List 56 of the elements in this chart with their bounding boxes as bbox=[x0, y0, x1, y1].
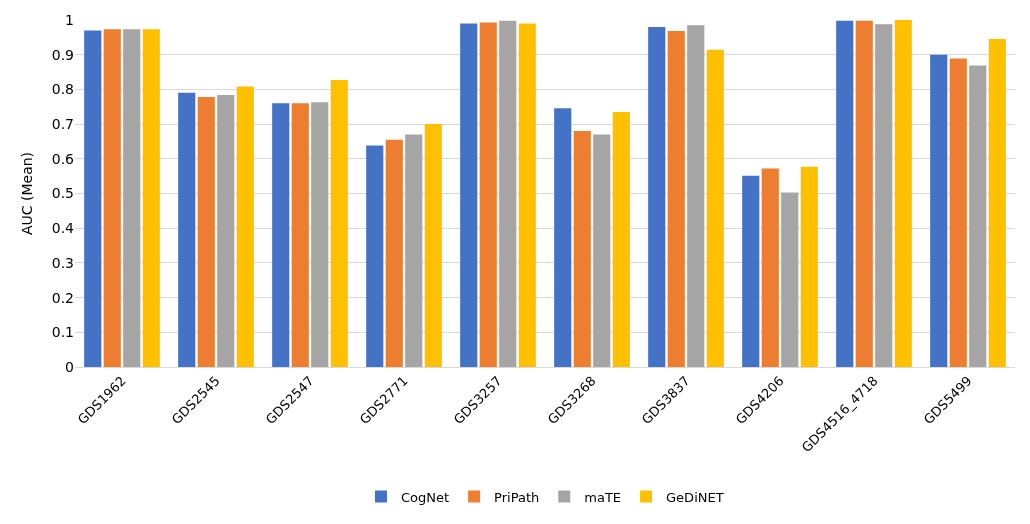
y-tick-label: 0 bbox=[65, 358, 74, 375]
bar bbox=[311, 102, 329, 367]
bar bbox=[499, 20, 517, 367]
bar bbox=[988, 39, 1006, 367]
bar bbox=[142, 29, 160, 367]
y-tick-label: 0.3 bbox=[51, 254, 74, 271]
bar bbox=[855, 20, 873, 367]
bar bbox=[761, 168, 779, 367]
bar bbox=[518, 23, 536, 367]
bar bbox=[479, 22, 497, 367]
bar bbox=[405, 134, 423, 367]
bar bbox=[424, 124, 442, 367]
bar bbox=[949, 58, 967, 367]
bar bbox=[103, 29, 121, 367]
bar bbox=[894, 20, 912, 367]
bar bbox=[460, 23, 478, 367]
bar bbox=[554, 108, 572, 367]
bar bbox=[84, 30, 102, 367]
y-tick-label: 0.6 bbox=[51, 150, 75, 167]
bar bbox=[123, 29, 141, 367]
legend-label: PriPath bbox=[494, 489, 540, 505]
bar bbox=[742, 175, 760, 367]
y-tick-label: 1 bbox=[65, 11, 74, 28]
bar bbox=[800, 166, 818, 367]
bar bbox=[667, 31, 685, 367]
bar bbox=[330, 80, 348, 367]
bar bbox=[272, 103, 290, 367]
bar bbox=[385, 139, 403, 367]
bar bbox=[930, 54, 948, 367]
bar bbox=[875, 24, 893, 367]
legend-label: maTE bbox=[584, 489, 622, 505]
bar bbox=[781, 192, 799, 367]
y-tick-label: 0.8 bbox=[51, 81, 74, 98]
bar bbox=[178, 92, 196, 367]
bar bbox=[836, 20, 854, 367]
bar bbox=[236, 86, 254, 367]
bar bbox=[687, 25, 705, 367]
y-tick-label: 0.7 bbox=[51, 116, 74, 132]
bar bbox=[197, 97, 215, 367]
bar bbox=[969, 65, 987, 367]
y-tick-label: 0.1 bbox=[51, 324, 74, 341]
y-tick-label: 0.9 bbox=[51, 46, 74, 63]
bar bbox=[291, 103, 309, 367]
y-tick-label: 0.4 bbox=[51, 220, 75, 237]
y-tick-label: 0.5 bbox=[51, 185, 74, 202]
bar bbox=[706, 49, 724, 367]
bar bbox=[648, 26, 666, 367]
bar bbox=[573, 131, 591, 367]
bar bbox=[366, 145, 384, 367]
bar bbox=[217, 94, 235, 367]
legend-label: GeDiNET bbox=[666, 489, 724, 505]
y-tick-label: 0.2 bbox=[51, 289, 74, 306]
y-axis-title: AUC (Mean) bbox=[19, 151, 36, 236]
legend-label: CogNet bbox=[401, 489, 450, 505]
bar bbox=[612, 111, 630, 367]
bar bbox=[593, 134, 611, 367]
